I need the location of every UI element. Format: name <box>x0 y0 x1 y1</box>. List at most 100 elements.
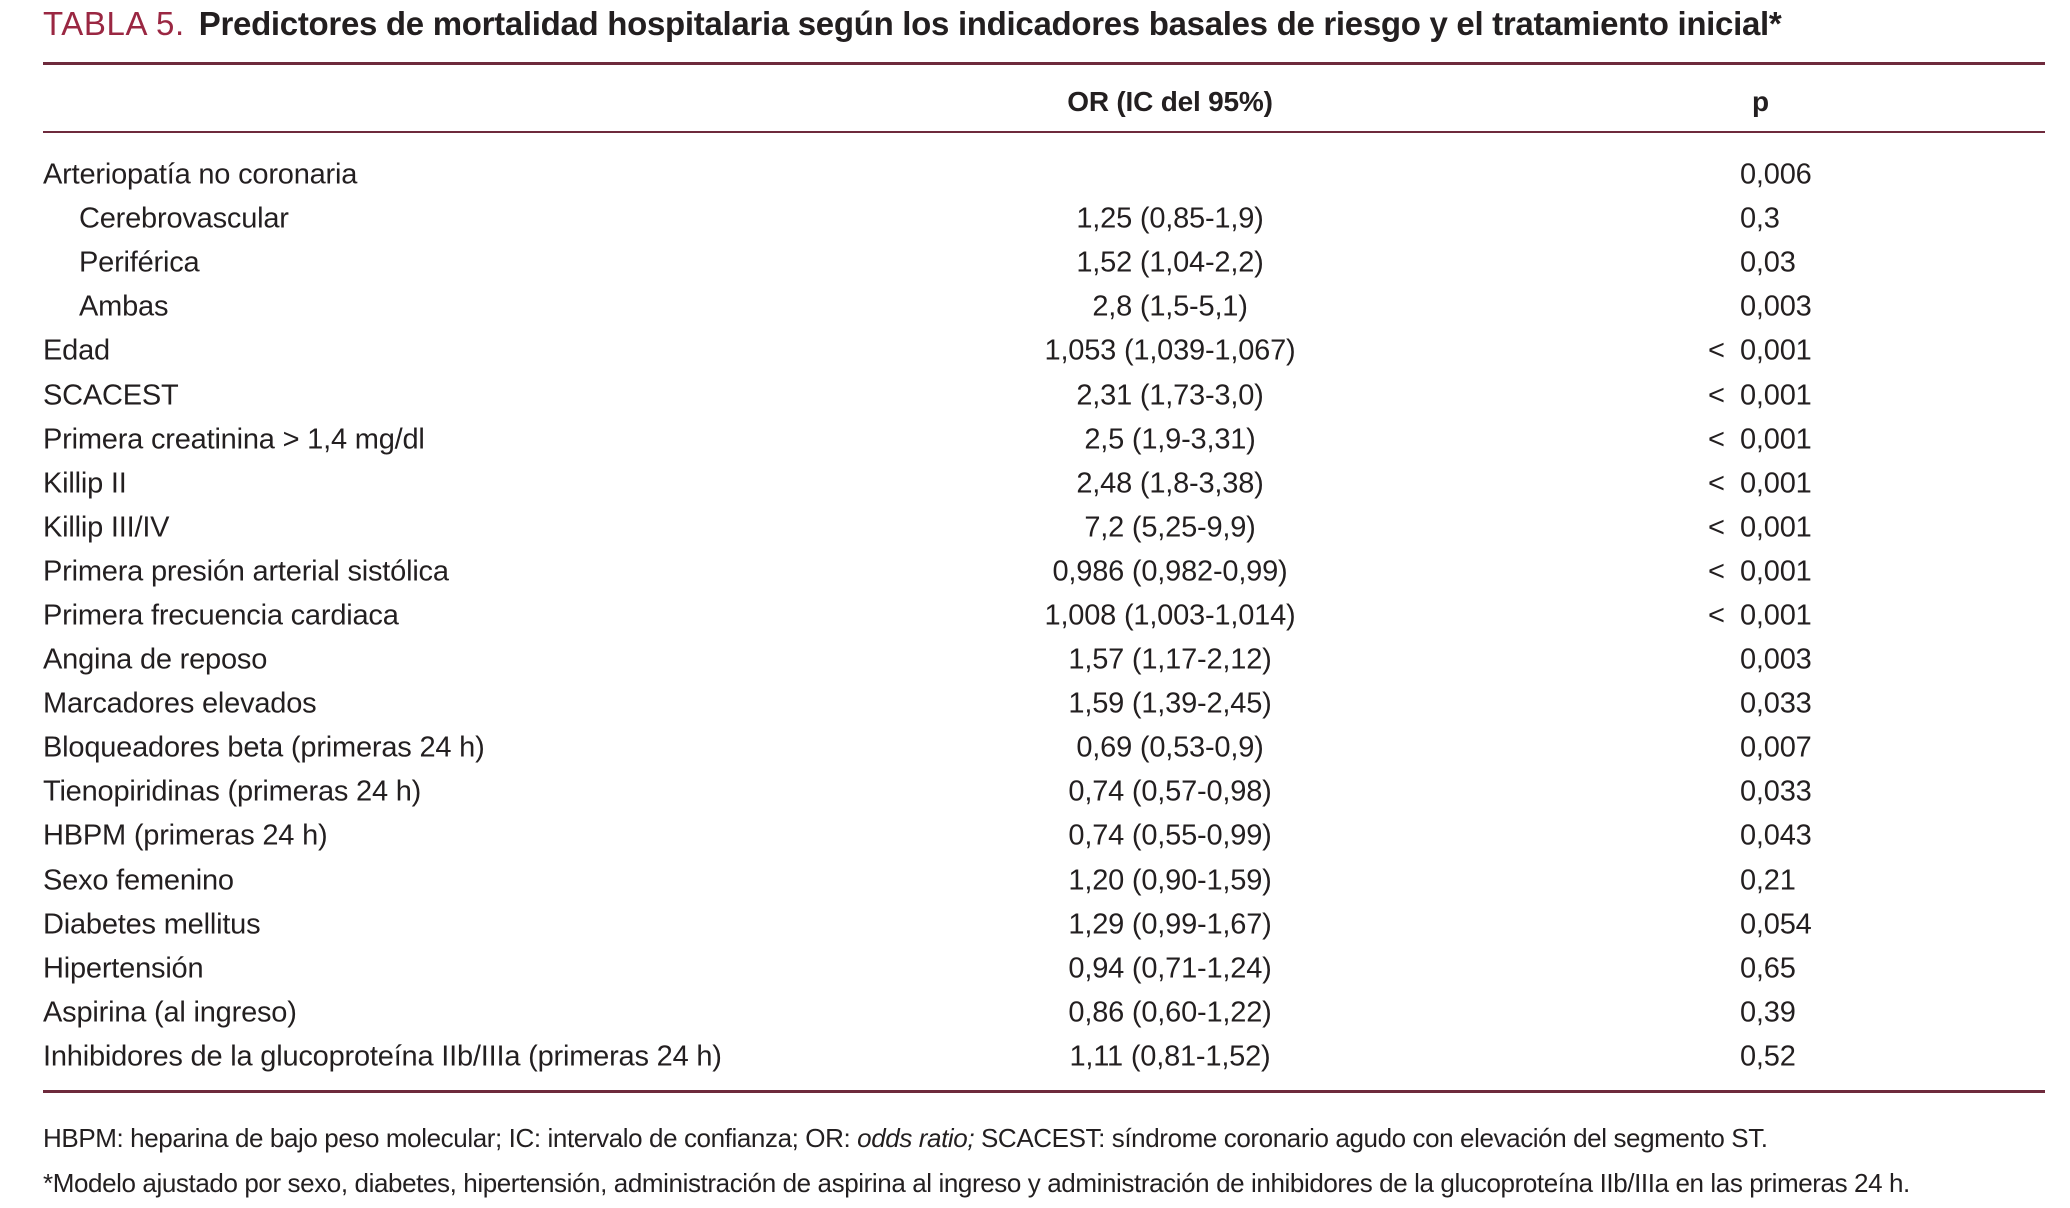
row-p-value: <0,001 <box>1708 467 1812 500</box>
row-or-value: 1,59 (1,39-2,45) <box>1068 687 1272 720</box>
row-label: Marcadores elevados <box>43 687 317 720</box>
p-number: 0,006 <box>1740 158 1812 191</box>
p-number: 0,033 <box>1740 775 1812 808</box>
p-number: 0,39 <box>1740 996 1796 1029</box>
table-row: Arteriopatía no coronaria 0,006 <box>43 153 2045 197</box>
bottom-rule <box>43 1090 2045 1093</box>
row-label: Inhibidores de la glucoproteína IIb/IIIa… <box>43 1040 722 1073</box>
table-row: Diabetes mellitus 1,29 (0,99-1,67) 0,054 <box>43 903 2045 947</box>
table-row: Killip II 2,48 (1,8-3,38) <0,001 <box>43 462 2045 506</box>
row-label: Edad <box>43 334 110 367</box>
p-number: 0,001 <box>1740 379 1812 412</box>
row-or-value: 1,29 (0,99-1,67) <box>1068 908 1272 941</box>
row-label: Ambas <box>79 290 169 323</box>
table-row: Aspirina (al ingreso) 0,86 (0,60-1,22) 0… <box>43 991 2045 1035</box>
table-row: Tienopiridinas (primeras 24 h) 0,74 (0,5… <box>43 770 2045 814</box>
footnotes: HBPM: heparina de bajo peso molecular; I… <box>43 1116 1910 1206</box>
row-or-value: 0,74 (0,55-0,99) <box>1068 819 1272 852</box>
column-header-or: OR (IC del 95%) <box>1067 86 1273 117</box>
row-label: Bloqueadores beta (primeras 24 h) <box>43 731 485 764</box>
row-or-value: 2,31 (1,73-3,0) <box>1076 379 1264 412</box>
table-row: Ambas 2,8 (1,5-5,1) 0,003 <box>43 285 2045 329</box>
row-p-value: <0,001 <box>1708 423 1812 456</box>
table-row: Primera frecuencia cardiaca 1,008 (1,003… <box>43 594 2045 638</box>
header-rule <box>43 131 2045 133</box>
row-label: Sexo femenino <box>43 864 234 897</box>
row-or-value: 1,57 (1,17-2,12) <box>1068 643 1272 676</box>
row-p-value: 0,65 <box>1708 952 1796 985</box>
abbreviations-note: HBPM: heparina de bajo peso molecular; I… <box>43 1116 1910 1161</box>
top-rule <box>43 62 2045 65</box>
row-or-value: 7,2 (5,25-9,9) <box>1084 511 1256 544</box>
abbreviations-note-tail: SCACEST: síndrome coronario agudo con el… <box>974 1123 1768 1153</box>
row-p-value: 0,52 <box>1708 1040 1796 1073</box>
table-row: Bloqueadores beta (primeras 24 h) 0,69 (… <box>43 726 2045 770</box>
less-than-sign: < <box>1708 423 1725 456</box>
row-label: Killip III/IV <box>43 511 170 544</box>
table-row: HBPM (primeras 24 h) 0,74 (0,55-0,99) 0,… <box>43 814 2045 858</box>
column-header-p: p <box>1752 86 1769 117</box>
p-number: 0,003 <box>1740 643 1812 676</box>
table-row: Cerebrovascular 1,25 (0,85-1,9) 0,3 <box>43 197 2045 241</box>
row-p-value: 0,003 <box>1708 291 1812 324</box>
row-or-value: 0,86 (0,60-1,22) <box>1068 996 1272 1029</box>
row-or-value: 1,053 (1,039-1,067) <box>1044 334 1296 367</box>
table-number: TABLA 5. <box>43 5 185 42</box>
p-number: 0,001 <box>1740 334 1812 367</box>
table-row: Primera presión arterial sistólica 0,986… <box>43 550 2045 594</box>
row-p-value: 0,007 <box>1708 732 1812 765</box>
table-title: TABLA 5. Predictores de mortalidad hospit… <box>43 5 1782 42</box>
p-number: 0,21 <box>1740 864 1796 897</box>
row-p-value: <0,001 <box>1708 379 1812 412</box>
row-or-value: 1,25 (0,85-1,9) <box>1076 202 1264 235</box>
row-label: Primera frecuencia cardiaca <box>43 599 399 632</box>
row-p-value: 0,03 <box>1708 247 1796 280</box>
table-row: Hipertensión 0,94 (0,71-1,24) 0,65 <box>43 947 2045 991</box>
table-caption: Predictores de mortalidad hospitalaria s… <box>198 5 1782 42</box>
model-note: *Modelo ajustado por sexo, diabetes, hip… <box>43 1168 1910 1198</box>
p-number: 0,001 <box>1740 555 1812 588</box>
row-p-value: <0,001 <box>1708 599 1812 632</box>
table-row: SCACEST 2,31 (1,73-3,0) <0,001 <box>43 373 2045 417</box>
row-label: Diabetes mellitus <box>43 908 261 941</box>
row-p-value: <0,001 <box>1708 555 1812 588</box>
row-or-value: 1,11 (0,81-1,52) <box>1069 1040 1271 1073</box>
row-or-value: 1,20 (0,90-1,59) <box>1068 864 1272 897</box>
p-number: 0,03 <box>1740 246 1796 279</box>
p-number: 0,007 <box>1740 731 1812 764</box>
abbreviations-note-italic: odds ratio; <box>857 1123 975 1153</box>
row-p-value: 0,043 <box>1708 820 1812 853</box>
p-number: 0,054 <box>1740 908 1812 941</box>
p-number: 0,3 <box>1740 202 1780 235</box>
table-row: Sexo femenino 1,20 (0,90-1,59) 0,21 <box>43 859 2045 903</box>
row-label: Cerebrovascular <box>79 202 289 235</box>
p-number: 0,001 <box>1740 511 1812 544</box>
table-row: Angina de reposo 1,57 (1,17-2,12) 0,003 <box>43 638 2045 682</box>
row-p-value: <0,001 <box>1708 335 1812 368</box>
row-p-value: 0,003 <box>1708 644 1812 677</box>
p-number: 0,65 <box>1740 952 1796 985</box>
row-label: Aspirina (al ingreso) <box>43 996 297 1029</box>
less-than-sign: < <box>1708 511 1725 544</box>
row-label: SCACEST <box>43 379 179 412</box>
row-p-value: 0,033 <box>1708 776 1812 809</box>
row-label: HBPM (primeras 24 h) <box>43 819 328 852</box>
table-row: Periférica 1,52 (1,04-2,2) 0,03 <box>43 241 2045 285</box>
row-label: Hipertensión <box>43 952 204 985</box>
less-than-sign: < <box>1708 379 1725 412</box>
p-number: 0,52 <box>1740 1040 1796 1073</box>
row-p-value: 0,006 <box>1708 159 1812 192</box>
p-number: 0,001 <box>1740 467 1812 500</box>
row-or-value: 2,48 (1,8-3,38) <box>1076 467 1264 500</box>
row-or-value: 0,986 (0,982-0,99) <box>1052 555 1288 588</box>
row-or-value: 2,8 (1,5-5,1) <box>1092 290 1248 323</box>
row-label: Periférica <box>79 246 200 279</box>
row-label: Killip II <box>43 467 127 500</box>
p-number: 0,033 <box>1740 687 1812 720</box>
row-label: Angina de reposo <box>43 643 268 676</box>
row-or-value: 1,52 (1,04-2,2) <box>1076 246 1264 279</box>
row-p-value: 0,033 <box>1708 688 1812 721</box>
row-label: Primera creatinina > 1,4 mg/dl <box>43 423 425 456</box>
row-p-value: 0,39 <box>1708 996 1796 1029</box>
